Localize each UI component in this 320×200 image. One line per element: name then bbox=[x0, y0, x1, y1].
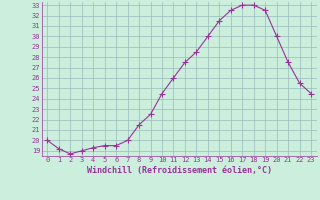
X-axis label: Windchill (Refroidissement éolien,°C): Windchill (Refroidissement éolien,°C) bbox=[87, 166, 272, 175]
